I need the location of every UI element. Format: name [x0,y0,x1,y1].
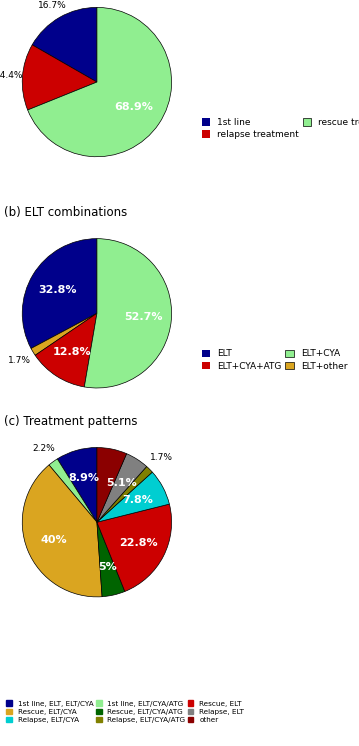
Wedge shape [22,45,97,110]
Wedge shape [97,472,169,522]
Wedge shape [57,448,97,522]
Text: 40%: 40% [41,535,67,545]
Wedge shape [31,313,97,355]
Text: 8.9%: 8.9% [69,473,100,483]
Text: 2.2%: 2.2% [32,444,55,453]
Text: 1.7%: 1.7% [8,356,31,365]
Text: 32.8%: 32.8% [38,284,76,295]
Legend: ELT, ELT+CYA+ATG, ELT+CYA, ELT+other: ELT, ELT+CYA+ATG, ELT+CYA, ELT+other [199,346,351,374]
Text: 5%: 5% [98,562,117,572]
Wedge shape [97,504,172,592]
Text: 52.7%: 52.7% [124,313,162,322]
Text: (b) ELT combinations: (b) ELT combinations [4,206,127,219]
Text: 1.7%: 1.7% [150,453,173,462]
Text: 22.8%: 22.8% [119,538,158,548]
Wedge shape [22,239,97,348]
Wedge shape [84,239,172,388]
Legend: 1st line, relapse treatment, rescue treatment: 1st line, relapse treatment, rescue trea… [199,115,359,143]
Legend: 1st line, ELT, ELT/CYA, Rescue, ELT/CYA, Relapse, ELT/CYA, 1st line, ELT/CYA/ATG: 1st line, ELT, ELT/CYA, Rescue, ELT/CYA,… [4,698,247,726]
Text: 12.8%: 12.8% [52,347,91,357]
Wedge shape [28,7,172,157]
Text: 16.7%: 16.7% [38,1,67,10]
Text: 5.1%: 5.1% [107,478,137,488]
Wedge shape [97,522,125,597]
Text: 14.4%: 14.4% [0,72,23,81]
Text: 68.9%: 68.9% [115,102,154,112]
Wedge shape [97,448,127,522]
Wedge shape [22,465,102,597]
Wedge shape [97,466,152,522]
Text: 7.8%: 7.8% [122,495,153,505]
Wedge shape [35,313,97,387]
Wedge shape [49,459,97,522]
Wedge shape [97,454,147,522]
Wedge shape [32,7,97,82]
Text: (c) Treatment patterns: (c) Treatment patterns [4,415,137,427]
